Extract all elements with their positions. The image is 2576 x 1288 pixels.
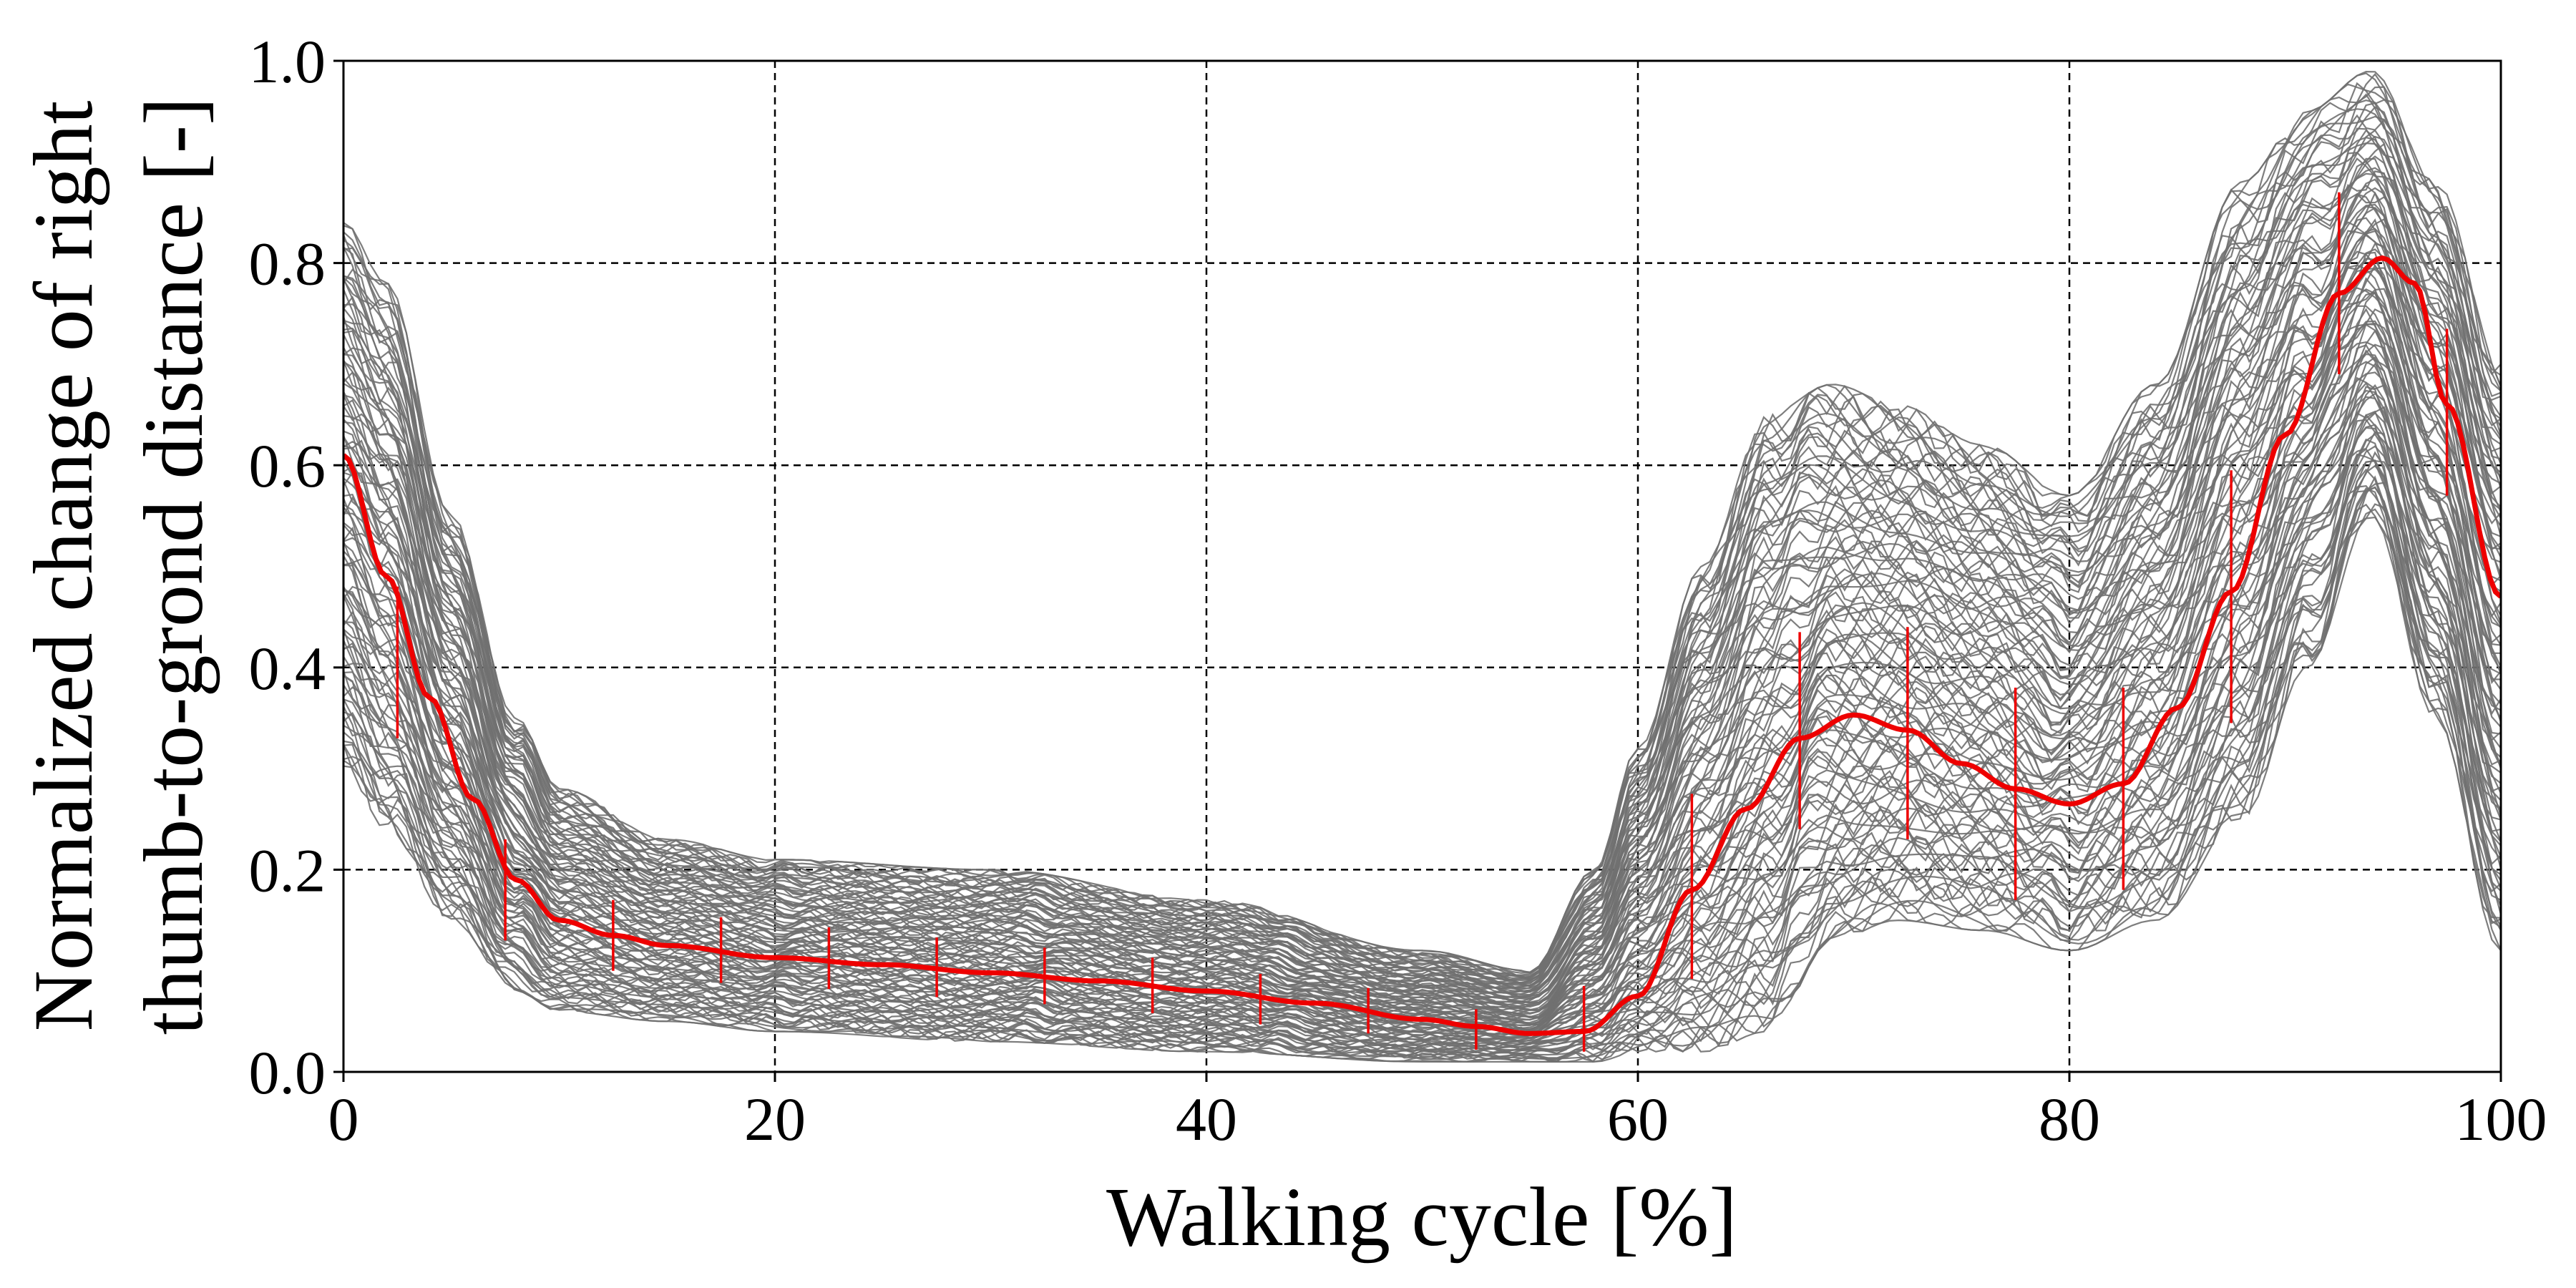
x-tick-label: 0: [328, 1085, 359, 1153]
trial-curve: [343, 389, 2501, 1040]
y-tick-label: 0.8: [249, 230, 326, 298]
trial-curve: [343, 135, 2501, 985]
y-ticks: 0.0 0.2 0.4 0.6 0.8 1.0: [249, 27, 343, 1107]
y-tick-label: 0.6: [249, 431, 326, 500]
y-axis-title-line1: Normalized change of right: [16, 100, 110, 1031]
x-ticks: 0 20 40 60 80 100: [328, 1072, 2547, 1153]
plot-frame: [342, 59, 2502, 1073]
trial-curve: [343, 451, 2501, 1057]
trial-curve: [343, 170, 2501, 999]
trial-curve: [343, 475, 2501, 1063]
y-tick-label: 0.0: [249, 1038, 326, 1107]
trial-curve: [343, 433, 2501, 1050]
trial-curve: [343, 251, 2501, 1016]
trial-curve: [343, 230, 2501, 1011]
trial-curve: [343, 508, 2501, 1063]
trial-curve: [343, 115, 2501, 980]
trial-curve: [343, 172, 2501, 993]
x-tick-label: 40: [1176, 1085, 1237, 1153]
y-tick-label: 0.4: [249, 634, 326, 703]
mean-curve-layer: [343, 255, 2501, 1036]
y-axis-title-line2: thumb-to-grond distance [-]: [127, 97, 220, 1035]
x-tick-label: 100: [2455, 1085, 2547, 1153]
error-bars: [396, 192, 2449, 1052]
trial-curve: [343, 137, 2501, 987]
trial-curve: [343, 228, 2501, 1008]
trial-curve: [343, 218, 2501, 1010]
x-tick-label: 20: [744, 1085, 806, 1153]
trial-curve: [343, 73, 2501, 974]
trial-curve: [343, 70, 2501, 977]
y-tick-label: 1.0: [249, 27, 326, 96]
trial-curve: [343, 322, 2501, 1019]
trial-curve: [343, 291, 2501, 1020]
y-tick-label: 0.2: [249, 836, 326, 904]
trial-curve: [343, 445, 2501, 1053]
trial-curve: [343, 248, 2501, 1015]
trial-curve: [343, 217, 2501, 999]
x-tick-label: 60: [1607, 1085, 1669, 1153]
trial-curve: [343, 503, 2501, 1063]
trial-curve: [343, 411, 2501, 1044]
trial-curve: [343, 207, 2501, 1003]
mean-curve: [343, 255, 2501, 1036]
trial-curve: [343, 99, 2501, 982]
trial-curve: [343, 155, 2501, 990]
x-tick-label: 80: [2039, 1085, 2100, 1153]
trial-curves: [343, 70, 2501, 1063]
x-axis-title: Walking cycle [%]: [1106, 1170, 1737, 1264]
trial-curve: [343, 320, 2501, 1031]
